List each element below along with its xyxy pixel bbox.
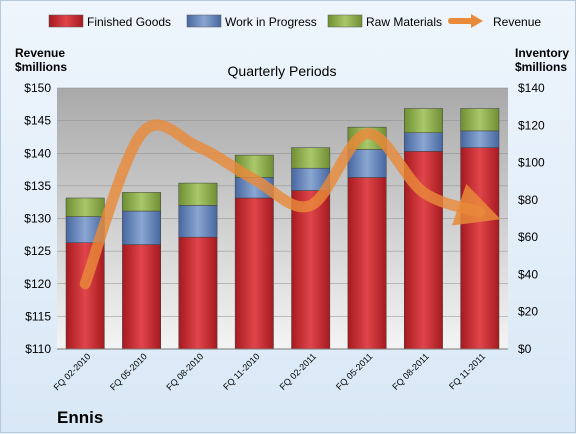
bar-work-in-progress-fq-05-2011 <box>347 149 387 178</box>
right-tick-label: $0 <box>518 342 532 356</box>
left-tick-label: $140 <box>24 146 51 160</box>
revenue-line <box>79 119 501 290</box>
legend-label-work-in-progress: Work in Progress <box>225 15 317 29</box>
bar-raw-materials-fq-02-2010 <box>65 197 105 217</box>
bar-raw-materials-fq-05-2010 <box>122 192 161 212</box>
left-axis-title-line1: Revenue <box>15 46 65 60</box>
bar-work-in-progress-fq-11-2011 <box>460 130 500 148</box>
right-tick-label: $20 <box>518 305 538 319</box>
bar-finished-goods-fq-08-2011 <box>404 151 443 350</box>
right-tick-label: $40 <box>518 267 538 281</box>
chart-title: Quarterly Periods <box>228 63 337 79</box>
right-axis-title-line1: Inventory <box>515 46 569 60</box>
bar-raw-materials-fq-11-2011 <box>460 108 500 132</box>
legend-swatch-raw-materials <box>327 14 363 28</box>
bar-finished-goods-fq-11-2010 <box>234 197 274 350</box>
right-axis-ticks: $0 $20 $40 $60 $80 $100 $120 $140 <box>518 81 545 356</box>
right-tick-label: $60 <box>518 230 538 244</box>
legend-swatch-work-in-progress <box>186 14 222 28</box>
x-tick-label: FQ 05-2011 <box>334 351 375 392</box>
x-tick-label: FQ 05-2010 <box>108 351 149 392</box>
legend-swatch-finished-goods <box>48 14 84 28</box>
bar-raw-materials-fq-02-2011 <box>291 147 331 169</box>
x-tick-label: FQ 11-2010 <box>221 351 262 392</box>
left-axis-title-line2: $millions <box>15 60 67 74</box>
right-tick-label: $100 <box>518 156 545 170</box>
revenue-line-path <box>79 119 501 290</box>
left-tick-label: $110 <box>25 342 51 356</box>
bar-finished-goods-fq-08-2010 <box>178 236 218 350</box>
x-tick-label: FQ 08-2010 <box>164 351 205 392</box>
left-tick-label: $125 <box>24 244 51 258</box>
x-axis-ticks: FQ 02-2010 FQ 05-2010 FQ 08-2010 FQ 11-2010… <box>52 351 488 392</box>
left-tick-label: $150 <box>24 81 51 95</box>
bar-finished-goods-fq-02-2011 <box>291 190 331 350</box>
bar-finished-goods-fq-05-2011 <box>347 177 387 350</box>
legend-label-raw-materials: Raw Materials <box>366 15 442 29</box>
bars <box>65 108 500 350</box>
left-tick-label: $130 <box>24 212 51 226</box>
x-tick-label: FQ 11-2011 <box>447 351 487 391</box>
bar-raw-materials-fq-08-2010 <box>178 182 218 206</box>
x-tick-label: FQ 08-2011 <box>390 351 431 392</box>
left-tick-label: $135 <box>24 179 51 193</box>
legend-label-finished-goods: Finished Goods <box>87 15 171 29</box>
left-axis-ticks: $110 $115 $120 $125 $130 $135 $140 $145 $150 <box>24 81 51 356</box>
right-tick-label: $140 <box>518 81 545 95</box>
right-tick-label: $120 <box>518 118 545 132</box>
left-tick-label: $120 <box>24 277 51 291</box>
bar-work-in-progress-fq-08-2010 <box>178 205 218 238</box>
right-tick-label: $80 <box>518 193 538 207</box>
bar-raw-materials-fq-08-2011 <box>404 108 443 133</box>
left-tick-label: $145 <box>24 114 51 128</box>
left-tick-label: $115 <box>25 309 51 323</box>
right-axis-title-line2: $millions <box>515 60 567 74</box>
company-name: Ennis <box>57 408 103 427</box>
legend-swatch-revenue <box>448 14 483 28</box>
bar-finished-goods-fq-05-2010 <box>122 244 161 350</box>
x-tick-label: FQ 02-2010 <box>52 351 93 392</box>
bar-work-in-progress-fq-08-2011 <box>404 132 443 152</box>
legend-label-revenue: Revenue <box>493 15 541 29</box>
legend: Finished Goods Work in Progress Raw Materi… <box>48 14 541 29</box>
legend-arrow-head <box>471 14 483 28</box>
bar-work-in-progress-fq-05-2010 <box>122 210 161 245</box>
bar-finished-goods-fq-11-2011 <box>460 147 500 350</box>
x-tick-label: FQ 02-2011 <box>278 351 319 392</box>
